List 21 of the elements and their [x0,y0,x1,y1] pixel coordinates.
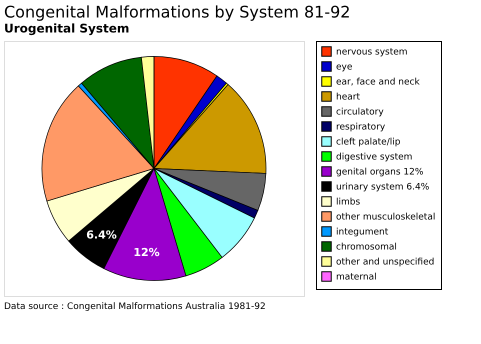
legend-label: integument [336,228,389,238]
data-label: 12% [133,246,160,260]
legend-label: limbs [336,198,360,208]
legend-label: heart [336,92,360,102]
chart-subtitle: Urogenital System [4,22,130,36]
legend-label: eye [336,62,353,72]
legend-label: respiratory [336,122,386,132]
legend-label: chromosomal [336,242,397,252]
legend-label: urinary system 6.4% [336,182,430,192]
legend-label: genital organs 12% [336,168,424,178]
legend-label: other musculoskeletal [336,212,436,222]
legend-label: digestive system [336,152,412,162]
source-note: Data source : Congenital Malformations Australia 1981-92 [4,302,266,312]
data-label: 6.4% [86,228,117,242]
legend-label: ear, face and neck [336,78,420,88]
legend-label: other and unspecified [336,258,434,268]
legend-label: circulatory [336,108,384,118]
legend-label: nervous system [336,48,408,58]
legend-label: maternal [336,272,377,282]
legend-label: cleft palate/lip [336,138,401,148]
chart-title: Congenital Malformations by System 81-92 [4,2,350,22]
